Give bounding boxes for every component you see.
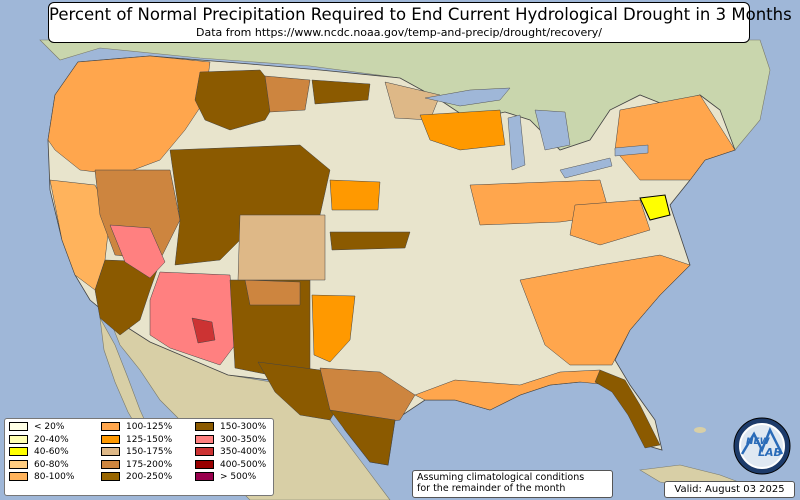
legend-item: 40-60% (9, 446, 74, 458)
region-north-dakota-brown (311, 79, 371, 105)
legend-item: 80-100% (9, 471, 74, 483)
region-montana-tan (264, 75, 311, 113)
region-pacific-northwest (47, 55, 211, 176)
legend-item: < 20% (9, 421, 74, 433)
logo-text-top: NEW (746, 437, 771, 447)
legend-label: > 500% (220, 472, 257, 482)
region-plains-orange (311, 294, 356, 363)
legend-label: 125-150% (126, 434, 173, 445)
logo-text-bottom: LAB (758, 446, 782, 459)
region-michigan (419, 109, 506, 151)
region-florida (594, 369, 661, 449)
legend-swatch (9, 434, 28, 444)
legend-item: 175-200% (101, 459, 172, 471)
legend-label: < 20% (34, 422, 65, 432)
region-northern-rockies (194, 69, 281, 131)
legend-item: 150-175% (101, 446, 172, 458)
legend-swatch (101, 422, 120, 431)
legend-swatch (195, 472, 214, 481)
lake-superior (424, 87, 511, 107)
legend-swatch (101, 447, 120, 456)
legend-swatch (9, 459, 28, 469)
valid-date: Valid: August 03 2025 (664, 481, 795, 498)
legend-column-1: < 20% 20-40% 40-60% 60-80% 80-100% (9, 421, 74, 484)
region-kansas-brown (329, 231, 411, 251)
region-new-mexico-tan (244, 279, 301, 306)
region-mojave-pink (109, 224, 166, 279)
legend-swatch (195, 447, 214, 456)
region-kansas-orange (329, 179, 381, 211)
region-appalachia-orange (569, 199, 651, 246)
legend-label: 80-100% (34, 472, 75, 482)
legend-swatch (9, 422, 28, 431)
lake-erie (559, 157, 613, 179)
legend-item: 20-40% (9, 434, 74, 446)
legend-column-2: 100-125% 125-150% 150-175% 175-200% 200-250% (101, 421, 172, 484)
legend-label: 400-500% (220, 459, 267, 470)
region-colorado-tan (237, 214, 326, 281)
legend-item: 400-500% (195, 459, 266, 471)
legend-label: 150-300% (220, 422, 267, 432)
legend-item: 100-125% (101, 421, 172, 433)
legend-swatch (195, 434, 214, 444)
region-mid-atlantic (639, 194, 671, 221)
legend-item: 300-350% (195, 434, 266, 446)
lake-ontario (614, 144, 649, 157)
region-gulf-coast (414, 369, 611, 411)
legend-item: 125-150% (101, 434, 172, 446)
legend-label: 200-250% (126, 472, 173, 482)
legend-swatch (195, 459, 214, 469)
legend-item: > 500% (195, 471, 266, 483)
legend-label: 350-400% (220, 447, 267, 457)
lake-michigan (507, 114, 526, 171)
map-subtitle: Data from https://www.ncdc.noaa.gov/temp… (196, 26, 602, 39)
legend-label: 175-200% (126, 459, 173, 470)
legend-column-3: 150-300% 300-350% 350-400% 400-500% > 500% (195, 421, 266, 484)
legend-label: 60-80% (34, 459, 69, 470)
mexico-landmass (107, 314, 391, 500)
legend-item: 200-250% (101, 471, 172, 483)
legend-swatch (9, 447, 28, 456)
legend-item: 150-300% (195, 421, 266, 433)
legend-swatch (101, 472, 120, 481)
note-line-2: for the remainder of the month (417, 483, 566, 494)
lake-huron (534, 109, 571, 151)
legend-swatch (101, 459, 120, 469)
legend-label: 40-60% (34, 447, 69, 457)
legend-item: 60-80% (9, 459, 74, 471)
region-southeast (519, 254, 691, 366)
legend-label: 150-175% (126, 447, 173, 457)
map-title: Percent of Normal Precipitation Required… (49, 5, 792, 24)
newlab-logo: NEW LAB (733, 417, 791, 475)
legend-label: 100-125% (126, 422, 173, 432)
region-arizona-red (191, 317, 216, 344)
legend-swatch (101, 434, 120, 444)
map-title-box: Percent of Normal Precipitation Required… (48, 2, 792, 43)
legend: < 20% 20-40% 40-60% 60-80% 80-100% 100-125% 1… (4, 418, 274, 496)
legend-label: 20-40% (34, 434, 69, 445)
region-south-texas (329, 409, 396, 466)
legend-swatch (195, 422, 214, 431)
legend-label: 300-350% (220, 434, 267, 445)
legend-item: 350-400% (195, 446, 266, 458)
assumption-note: Assuming climatological conditions for t… (412, 470, 613, 498)
legend-swatch (9, 472, 28, 481)
note-line-1: Assuming climatological conditions (417, 472, 585, 483)
bahamas-island (694, 427, 706, 433)
